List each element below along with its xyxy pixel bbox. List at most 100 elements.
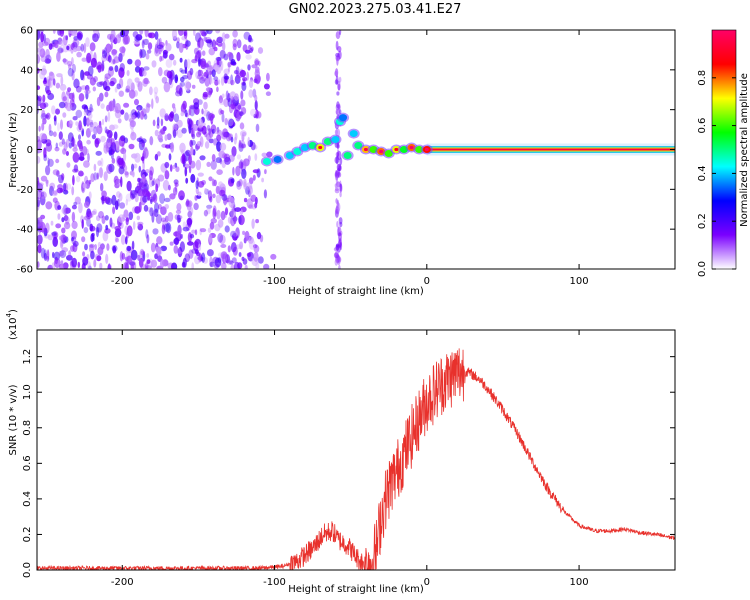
noise-blob — [88, 179, 92, 185]
noise-blob — [207, 249, 214, 257]
noise-blob — [221, 112, 225, 123]
noise-blob — [92, 208, 98, 215]
noise-blob — [263, 263, 270, 269]
noise-blob — [73, 47, 78, 53]
noise-blob — [44, 58, 52, 64]
noise-blob — [83, 108, 88, 117]
noise-blob — [197, 49, 202, 59]
noise-blob — [73, 35, 78, 41]
noise-blob — [143, 66, 150, 71]
y-tick-label: 1.0 — [22, 384, 33, 400]
noise-blob — [60, 40, 65, 47]
noise-blob — [100, 167, 103, 179]
y-tick-label: 40 — [20, 65, 33, 76]
snr-y-ticks: 0.0 0.2 0.4 0.6 0.8 1.0 1.2 — [22, 349, 675, 578]
x-tick-label: 0 — [424, 577, 430, 588]
noise-blob — [140, 49, 147, 58]
noise-blob — [173, 59, 177, 66]
noise-blob — [189, 206, 194, 216]
noise-blob — [185, 149, 191, 157]
noise-blob — [254, 94, 258, 102]
noise-blob — [100, 103, 105, 109]
noise-blob — [37, 67, 40, 74]
noise-blob — [51, 231, 58, 236]
noise-blob — [201, 50, 206, 56]
noise-blob — [259, 234, 264, 243]
noise-blob — [96, 226, 99, 238]
noise-blob — [169, 193, 176, 200]
noise-blob — [110, 30, 116, 41]
noise-blob — [45, 142, 53, 152]
noise-blob — [64, 182, 68, 193]
noise-blob — [67, 60, 73, 67]
noise-blob — [79, 142, 83, 152]
streak-blob — [339, 183, 342, 192]
noise-blob — [214, 79, 219, 86]
noise-blob — [37, 217, 43, 227]
noise-blob — [197, 243, 202, 252]
noise-blob — [230, 103, 235, 110]
noise-blob — [189, 67, 194, 76]
noise-blob — [245, 186, 250, 195]
noise-blob — [186, 201, 192, 211]
noise-blob — [45, 179, 49, 187]
noise-blob — [150, 190, 154, 196]
noise-blob — [81, 104, 88, 110]
noise-blob — [63, 183, 67, 191]
noise-blob — [55, 142, 58, 149]
noise-blob — [142, 195, 148, 203]
noise-blob — [37, 156, 41, 164]
noise-blob — [206, 133, 211, 141]
noise-blob — [106, 137, 112, 147]
noise-blob — [179, 57, 183, 63]
noise-blob — [228, 196, 235, 208]
noise-blob — [45, 165, 51, 176]
colorbar-gradient — [711, 29, 737, 270]
streak-blob — [335, 198, 338, 204]
noise-blob — [236, 170, 241, 176]
streak-blob — [334, 188, 340, 194]
noise-blob — [97, 246, 104, 256]
noise-blob — [117, 157, 124, 166]
noise-blob — [43, 102, 49, 108]
noise-blob — [238, 179, 243, 187]
noise-blob — [118, 166, 125, 175]
noise-blob — [97, 64, 102, 73]
noise-blob — [151, 98, 154, 109]
noise-blob — [125, 85, 131, 93]
noise-blob — [58, 235, 64, 241]
noise-blob — [126, 70, 130, 77]
noise-blob — [201, 180, 207, 185]
noise-blob — [156, 38, 161, 47]
noise-blob — [187, 210, 192, 218]
noise-blob — [37, 136, 41, 142]
noise-blob — [197, 172, 204, 177]
noise-blob — [233, 261, 240, 269]
noise-blob — [145, 53, 150, 60]
noise-blob — [52, 30, 56, 34]
noise-blob — [236, 180, 242, 190]
noise-blob — [40, 191, 47, 199]
noise-blob — [177, 230, 181, 238]
noise-blob — [41, 122, 45, 131]
noise-blob — [213, 46, 218, 52]
noise-blob — [209, 77, 215, 84]
noise-blob — [188, 108, 192, 116]
noise-blob — [224, 117, 228, 126]
noise-blob — [201, 125, 207, 135]
colorbar-tick-label: 0.2 — [697, 213, 708, 229]
noise-blob — [220, 210, 226, 221]
ridge-point — [293, 147, 302, 155]
noise-blob — [37, 199, 41, 208]
ridge-point — [384, 149, 393, 157]
noise-blob — [139, 110, 145, 120]
noise-blob — [104, 215, 109, 221]
noise-blob — [88, 265, 92, 269]
noise-blob — [130, 193, 135, 200]
noise-blob — [219, 189, 226, 197]
noise-blob — [130, 249, 138, 261]
noise-blob — [214, 64, 220, 72]
noise-blob — [243, 31, 251, 40]
x-tick-label: -200 — [111, 276, 134, 287]
noise-blob — [176, 37, 180, 43]
